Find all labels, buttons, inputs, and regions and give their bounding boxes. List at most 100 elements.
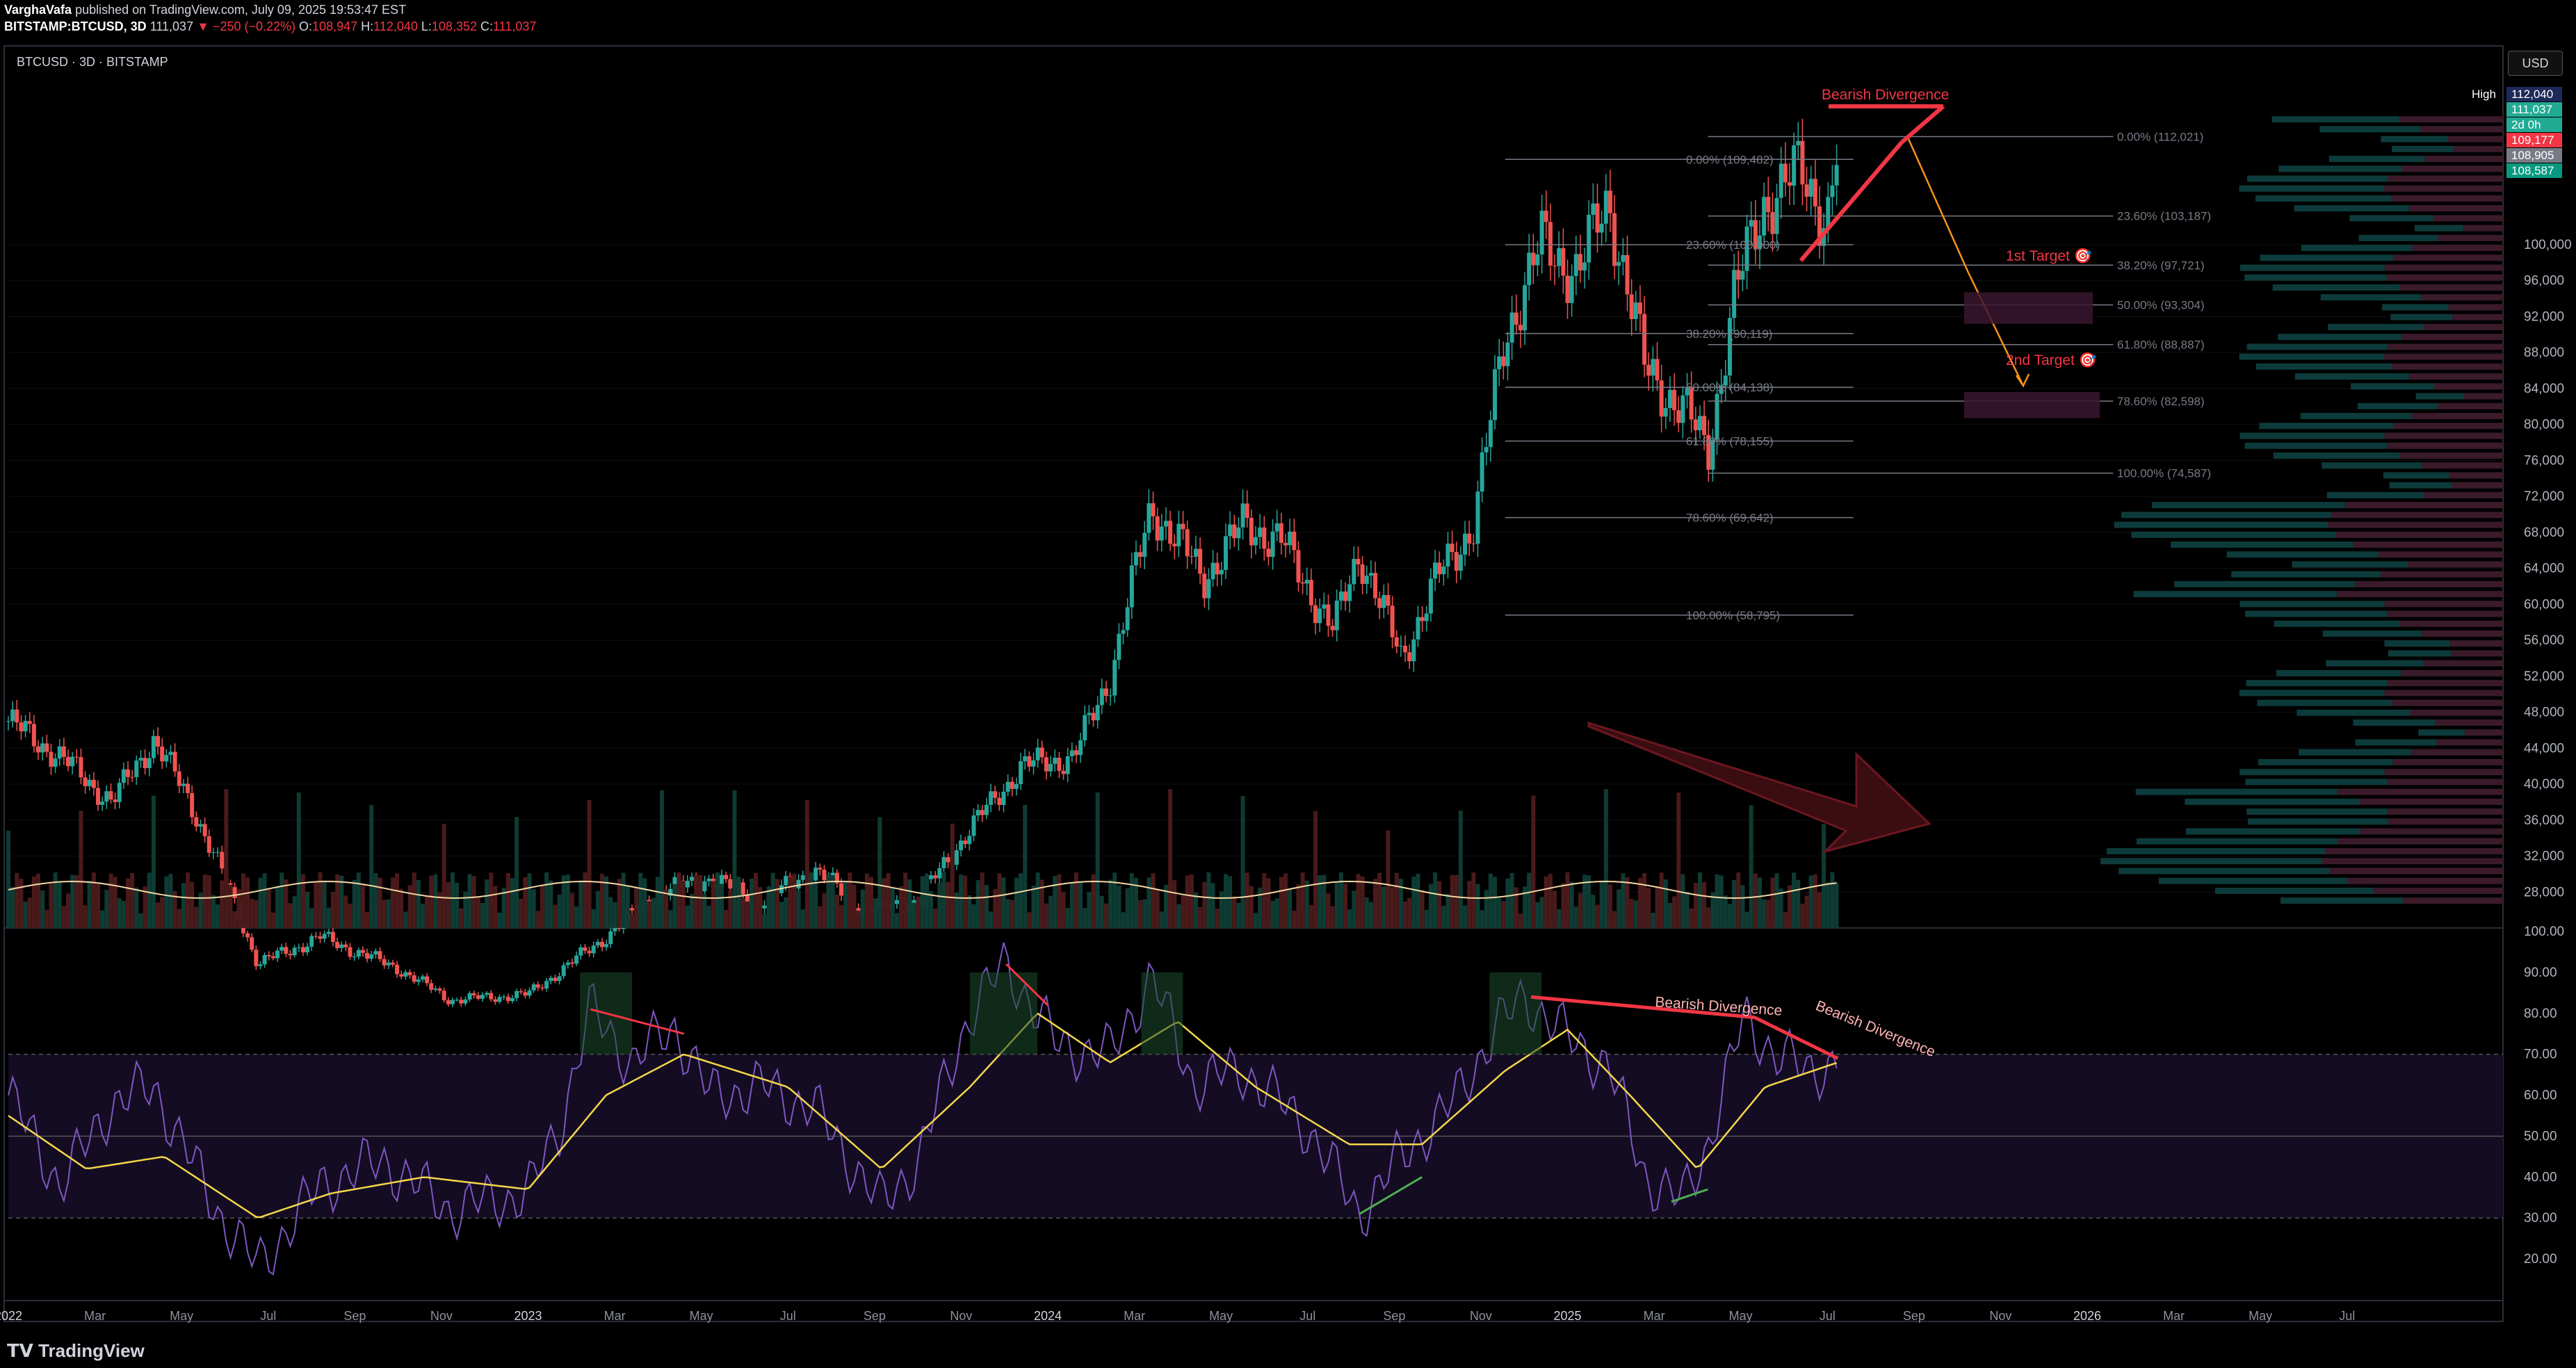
volume-profile-bar: [2414, 225, 2463, 231]
volume-bar: [848, 872, 852, 928]
candle-body: [1121, 630, 1126, 634]
candle-body: [1685, 388, 1690, 396]
currency-button[interactable]: USD: [2508, 51, 2563, 76]
volume-bar: [1083, 907, 1087, 928]
candle-body: [262, 954, 267, 965]
volume-bar: [1736, 872, 1741, 928]
candle-body: [762, 905, 767, 909]
candle-body: [578, 947, 583, 956]
volume-bar: [61, 906, 66, 928]
volume-bar: [1163, 885, 1168, 928]
volume-bar: [245, 877, 250, 928]
volume-bar: [685, 905, 690, 928]
candle-body: [1420, 617, 1425, 621]
volume-bar: [186, 872, 191, 928]
volume-bar: [613, 902, 617, 928]
candle-body: [1356, 558, 1361, 564]
candle-body: [1621, 254, 1626, 262]
candle-body: [134, 760, 139, 777]
volume-profile-bar: [2171, 541, 2354, 548]
volume-profile-bar: [2324, 848, 2503, 855]
volume-bar: [1240, 795, 1245, 928]
volume-bar: [382, 899, 387, 928]
volume-profile-bar: [2152, 502, 2345, 509]
candle-body: [1548, 222, 1553, 266]
candle-body: [1309, 580, 1313, 605]
volume-bar: [1822, 824, 1826, 928]
candle-body: [232, 887, 237, 899]
volume-bar: [1352, 890, 1356, 928]
volume-profile-bar: [2158, 877, 2349, 884]
volume-profile-bar: [2338, 838, 2503, 845]
volume-bar: [706, 906, 711, 928]
candle-body: [599, 941, 604, 947]
candle-body: [1010, 781, 1014, 789]
volume-profile-bar: [2452, 482, 2503, 489]
volume-bar: [1318, 875, 1322, 928]
candle-body: [1463, 533, 1468, 555]
candle-body: [390, 962, 395, 965]
volume-bar: [1523, 886, 1528, 928]
candle-body: [1210, 562, 1215, 580]
candle-body: [1057, 758, 1062, 771]
volume-bar: [519, 898, 524, 928]
volume-profile-bar: [2424, 323, 2503, 330]
volume-bar: [1185, 875, 1190, 928]
volume-bar: [1762, 899, 1767, 928]
candle-body: [1458, 554, 1463, 571]
candle-body: [326, 931, 331, 934]
candle-body: [216, 852, 220, 853]
volume-bar: [899, 886, 904, 928]
volume-bar: [100, 910, 105, 928]
rsi-tick-label: 20.00: [2524, 1252, 2557, 1267]
price-badge-value: 2d 0h: [2511, 118, 2541, 131]
volume-profile-bar: [2388, 175, 2503, 182]
candle-body: [1343, 591, 1348, 601]
tradingview-logo[interactable]: 𝗧𝗩 TradingView: [7, 1340, 145, 1362]
candle-body: [1390, 605, 1395, 637]
volume-bar: [1603, 789, 1608, 928]
volume-profile-bar: [2388, 650, 2452, 657]
candle-body: [1163, 521, 1168, 527]
volume-bar: [1770, 877, 1775, 928]
volume-bar: [467, 874, 472, 928]
candle-body: [1403, 646, 1408, 653]
volume-bar: [1702, 882, 1707, 928]
volume-bar: [1676, 792, 1681, 928]
volume-bar: [822, 893, 827, 928]
candle-body: [668, 888, 673, 896]
publisher-name[interactable]: VarghaVafa: [4, 3, 72, 17]
volume-bar: [698, 874, 703, 928]
volume-profile-bar: [2214, 887, 2374, 894]
price-tick-label: 68,000: [2524, 526, 2564, 540]
volume-profile-bar: [2131, 531, 2336, 538]
volume-profile-bar: [2185, 828, 2360, 835]
volume-bar: [1727, 904, 1732, 928]
volume-bar: [1202, 881, 1207, 928]
volume-bar: [1582, 874, 1587, 928]
volume-bar: [348, 904, 353, 928]
volume-profile-bar: [2322, 858, 2503, 865]
candle-body: [561, 965, 566, 977]
volume-profile-bar: [2418, 729, 2465, 736]
rsi-divergence-line: [1005, 963, 1049, 1007]
candle-body: [1330, 626, 1335, 630]
volume-bar: [681, 881, 686, 928]
volume-bar: [104, 890, 109, 928]
volume-bar: [378, 877, 382, 928]
candle-body: [206, 836, 211, 853]
candle-body: [1792, 145, 1797, 186]
candle-body: [1527, 252, 1532, 286]
volume-profile-bar: [2322, 462, 2422, 469]
candle-body: [1095, 705, 1100, 721]
candle-body: [1416, 617, 1420, 640]
volume-bar: [1740, 885, 1745, 928]
candle-body: [565, 962, 570, 966]
candle-body: [1352, 558, 1356, 585]
volume-bar: [164, 876, 169, 928]
candle-body: [997, 797, 1002, 806]
volume-profile-bar: [2420, 126, 2503, 133]
time-axis-label: Nov: [430, 1309, 453, 1323]
volume-bar: [1633, 900, 1638, 928]
